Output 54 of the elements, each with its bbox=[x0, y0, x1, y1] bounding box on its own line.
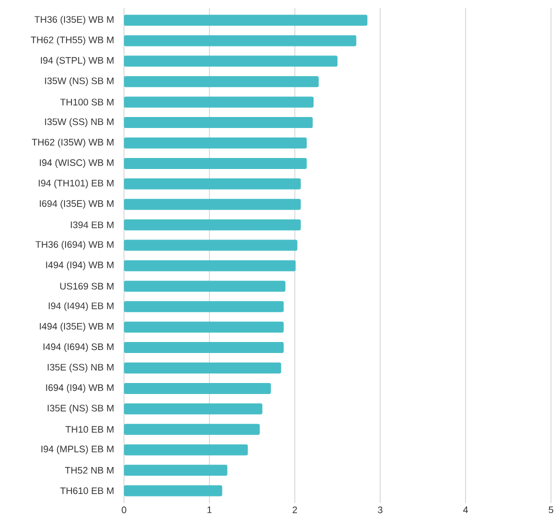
y-tick-label: I35W (NS) SB M bbox=[45, 77, 114, 86]
x-tick-label: 4 bbox=[463, 506, 468, 514]
y-tick-label: I35W (SS) NB M bbox=[45, 118, 114, 127]
bar bbox=[124, 382, 271, 394]
x-tick-label: 1 bbox=[207, 506, 212, 514]
y-tick-label: US169 SB M bbox=[60, 282, 114, 290]
bar bbox=[124, 117, 313, 128]
bar bbox=[124, 322, 284, 333]
bar bbox=[124, 444, 248, 456]
y-tick-label: I494 (I35E) WB M bbox=[40, 322, 114, 332]
y-tick-label: TH10 EB M bbox=[66, 426, 114, 433]
bar bbox=[124, 138, 307, 149]
y-tick-label: I35E (NS) SB M bbox=[48, 404, 114, 414]
y-tick-label: I94 (STPL) WB M bbox=[40, 56, 114, 66]
y-tick-label: TH36 (I694) WB M bbox=[36, 240, 114, 250]
y-tick-label: I94 (MPLS) EB M bbox=[41, 445, 114, 454]
bar bbox=[124, 14, 368, 26]
y-tick-label: TH52 NB M bbox=[65, 466, 114, 474]
y-tick-label: I94 (TH101) EB M bbox=[38, 180, 114, 188]
bar bbox=[124, 158, 307, 169]
bar bbox=[124, 35, 356, 46]
y-tick-label: I694 (I94) WB M bbox=[46, 384, 114, 393]
y-tick-label: I394 EB M bbox=[70, 221, 114, 228]
bar bbox=[124, 301, 284, 312]
y-tick-label: I94 (I494) EB M bbox=[48, 302, 114, 312]
y-tick-label: TH610 EB M bbox=[60, 487, 114, 494]
y-tick-label: I494 (I94) WB M bbox=[46, 261, 114, 270]
bar bbox=[124, 424, 260, 435]
bar bbox=[124, 178, 301, 190]
bar bbox=[124, 219, 301, 230]
bar bbox=[124, 342, 284, 354]
y-tick-label: TH62 (I35W) WB M bbox=[32, 138, 114, 148]
bar bbox=[124, 96, 314, 108]
bar bbox=[124, 56, 338, 67]
y-tick-label: I494 (I694) SB M bbox=[44, 343, 114, 352]
y-tick-label: I35E (SS) NB M bbox=[48, 364, 114, 372]
bar bbox=[124, 198, 301, 210]
y-tick-label: TH62 (TH55) WB M bbox=[30, 36, 114, 46]
x-tick-label: 0 bbox=[122, 506, 126, 514]
bar bbox=[124, 280, 286, 292]
bar bbox=[124, 464, 228, 476]
bar bbox=[124, 240, 298, 251]
bar bbox=[124, 485, 222, 496]
y-tick-label: TH36 (I35E) WB M bbox=[34, 16, 114, 25]
x-tick-label: 3 bbox=[378, 506, 382, 514]
y-tick-label: I94 (WISC) WB M bbox=[40, 159, 114, 168]
bar bbox=[124, 362, 282, 374]
bar bbox=[124, 260, 296, 272]
bar bbox=[124, 403, 262, 414]
x-tick-label: 5 bbox=[548, 506, 554, 514]
y-tick-label: I694 (I35E) WB M bbox=[40, 200, 114, 209]
x-tick-label: 2 bbox=[292, 506, 297, 514]
y-tick-label: TH100 SB M bbox=[60, 98, 114, 106]
bar bbox=[124, 76, 319, 88]
